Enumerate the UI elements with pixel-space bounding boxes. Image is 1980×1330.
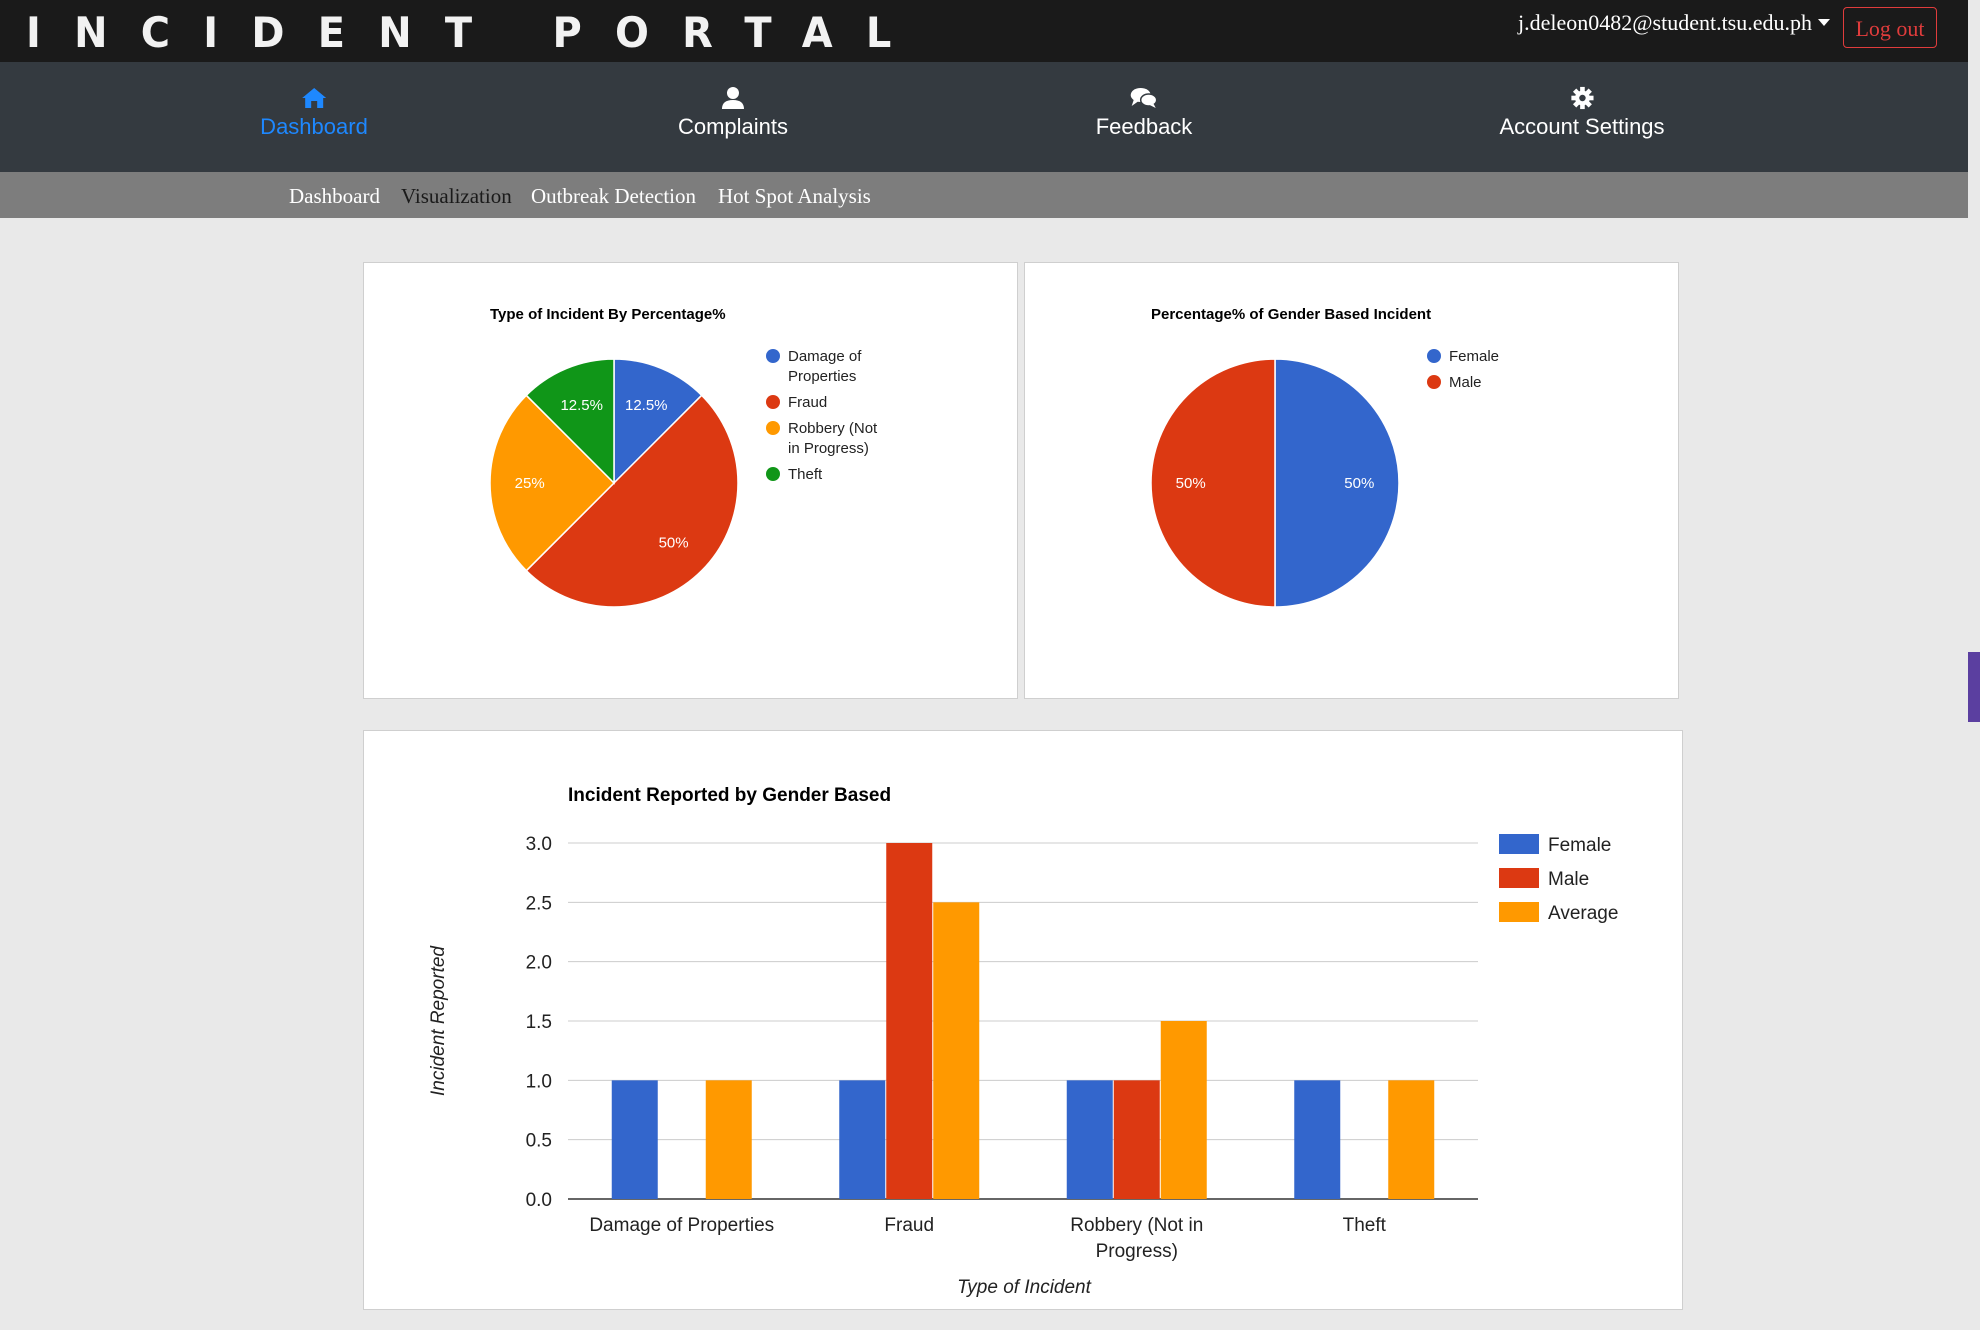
- legend-label: Robbery (Not: [788, 420, 878, 437]
- chart-title: Incident Reported by Gender Based: [568, 785, 891, 806]
- bar[interactable]: [1066, 1080, 1113, 1199]
- pie-slice[interactable]: [525, 394, 739, 608]
- top-bar: [0, 0, 1968, 62]
- legend-label: Male: [1548, 869, 1589, 890]
- gender-bar-panel: Incident Reported by Gender Based 0.0 0.5…: [363, 730, 1683, 1310]
- sub-nav: [0, 172, 1968, 218]
- legend-label: in Progress): [788, 440, 869, 457]
- bar[interactable]: [933, 902, 980, 1199]
- user-menu[interactable]: j.deleon0482@student.tsu.edu.ph: [1518, 10, 1831, 36]
- subnav-outbreak-detection[interactable]: Outbreak Detection: [531, 184, 697, 208]
- pie-slice[interactable]: [613, 358, 703, 485]
- bar[interactable]: [1113, 1080, 1160, 1199]
- bar[interactable]: [705, 1080, 752, 1199]
- legend-swatch: [1427, 375, 1441, 389]
- x-tick-label: Robbery (Not in: [1070, 1215, 1203, 1236]
- legend-label: Properties: [788, 368, 856, 385]
- pie-slice[interactable]: [489, 394, 616, 572]
- chart-title: Type of Incident By Percentage%: [490, 306, 726, 323]
- pie-slice[interactable]: [1274, 358, 1400, 608]
- nav-label: Complaints: [677, 114, 789, 139]
- nav-label: Dashboard: [260, 114, 368, 139]
- subnav-dashboard[interactable]: Dashboard: [289, 184, 380, 208]
- y-tick-label: 1.0: [526, 1071, 552, 1092]
- legend-swatch: [1499, 868, 1539, 888]
- nav-account-settings[interactable]: Account Settings: [1499, 86, 1665, 140]
- bar[interactable]: [839, 1080, 886, 1199]
- legend-label: Theft: [788, 466, 823, 483]
- y-axis-label: Incident Reported: [428, 945, 449, 1096]
- x-tick-label: Progress): [1096, 1241, 1178, 1262]
- bar[interactable]: [1388, 1080, 1435, 1199]
- user-icon: [721, 87, 744, 109]
- legend-swatch: [766, 349, 780, 363]
- y-tick-label: 2.0: [526, 953, 552, 974]
- y-tick-label: 2.5: [526, 893, 552, 914]
- legend-swatch: [766, 421, 780, 435]
- user-email: j.deleon0482@student.tsu.edu.ph: [1518, 10, 1813, 35]
- logout-button[interactable]: Log out: [1843, 7, 1937, 48]
- slice-label: 50%: [1176, 475, 1206, 492]
- legend-swatch: [1499, 902, 1539, 922]
- chart-title: Percentage% of Gender Based Incident: [1151, 306, 1431, 323]
- legend-swatch: [766, 395, 780, 409]
- gender-panel: Percentage% of Gender Based Incident 50%…: [1024, 262, 1679, 699]
- nav-label: Feedback: [1095, 114, 1193, 139]
- legend-swatch: [766, 467, 780, 481]
- y-tick-label: 1.5: [526, 1012, 552, 1033]
- scrollbar-thumb[interactable]: [1968, 652, 1980, 722]
- y-tick-label: 3.0: [526, 834, 552, 855]
- slice-label: 25%: [515, 475, 545, 492]
- main-nav: [0, 62, 1968, 172]
- bar[interactable]: [1160, 1021, 1207, 1199]
- app-title: INCIDENT PORTAL: [26, 8, 925, 57]
- incident-type-pie-chart: Type of Incident By Percentage% 12.5% 50%…: [489, 306, 878, 608]
- slice-label: 12.5%: [560, 397, 603, 414]
- legend-label: Female: [1449, 348, 1499, 365]
- y-tick-label: 0.5: [526, 1131, 552, 1152]
- home-icon: [301, 88, 326, 108]
- nav-label: Account Settings: [1499, 114, 1665, 139]
- x-tick-label: Theft: [1343, 1215, 1387, 1236]
- nav-dashboard[interactable]: Dashboard: [260, 86, 368, 140]
- slice-label: 50%: [659, 535, 689, 552]
- legend-swatch: [1499, 834, 1539, 854]
- gender-bar-chart: Incident Reported by Gender Based 0.0 0.5…: [428, 785, 1618, 1298]
- x-tick-label: Fraud: [884, 1215, 934, 1236]
- legend-label: Male: [1449, 374, 1482, 391]
- pie-slice[interactable]: [1150, 358, 1276, 608]
- nav-complaints[interactable]: Complaints: [678, 86, 788, 140]
- nav-feedback[interactable]: Feedback: [1095, 86, 1193, 140]
- bar[interactable]: [886, 843, 933, 1199]
- pie-slice[interactable]: [525, 358, 615, 485]
- legend-label: Average: [1548, 903, 1618, 924]
- legend-label: Fraud: [788, 394, 827, 411]
- comments-icon: [1131, 88, 1158, 108]
- gear-icon: [1570, 86, 1594, 110]
- x-axis-label: Type of Incident: [957, 1277, 1092, 1298]
- legend-swatch: [1427, 349, 1441, 363]
- subnav-visualization[interactable]: Visualization: [401, 184, 512, 208]
- bar[interactable]: [1294, 1080, 1341, 1199]
- incident-type-panel: Type of Incident By Percentage% 12.5% 50%…: [363, 262, 1018, 699]
- slice-label: 50%: [1344, 475, 1374, 492]
- slice-label: 12.5%: [625, 397, 668, 414]
- y-tick-label: 0.0: [526, 1190, 552, 1211]
- legend-label: Damage of: [788, 348, 862, 365]
- subnav-hot-spot-analysis[interactable]: Hot Spot Analysis: [718, 184, 871, 208]
- legend-label: Female: [1548, 835, 1611, 856]
- bar[interactable]: [611, 1080, 658, 1199]
- caret-down-icon: [1818, 19, 1831, 26]
- gender-pie-chart: Percentage% of Gender Based Incident 50%…: [1150, 306, 1499, 608]
- x-tick-label: Damage of Properties: [589, 1215, 774, 1236]
